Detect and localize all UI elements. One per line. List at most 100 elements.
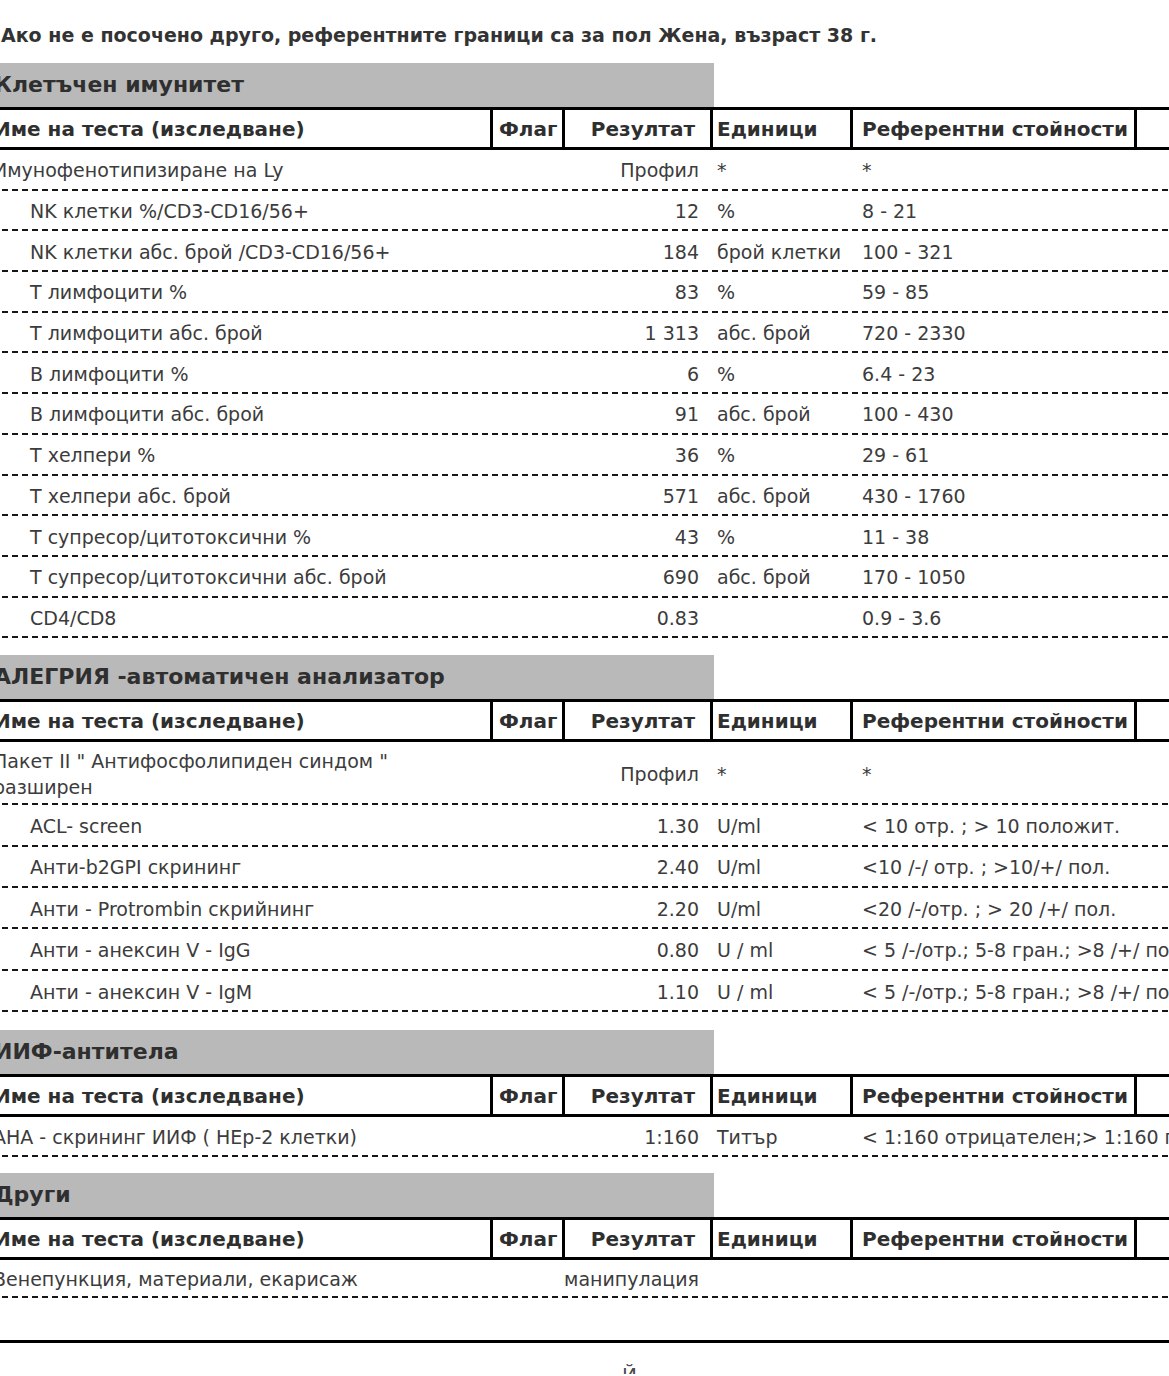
clipped-text-fragment: Й <box>622 1363 652 1374</box>
table-header-row: Име на теста (изследване) Флаг Резултат … <box>0 699 1169 742</box>
test-name-cell: АНА - скрининг ИИФ ( НЕр-2 клетки) <box>0 1124 493 1150</box>
units-cell: * <box>713 763 853 785</box>
result-cell: 1.30 <box>565 815 713 837</box>
result-cell: 1:160 <box>565 1126 713 1148</box>
test-name-cell: В лимфоцити абс. брой <box>0 401 493 427</box>
units-cell: % <box>713 200 853 222</box>
column-header-result: Резултат <box>565 110 713 147</box>
test-name-cell: NK клетки %/CD3-CD16/56+ <box>0 198 493 224</box>
table-row: В лимфоцити % 6 % 6.4 - 23 <box>0 353 1169 394</box>
units-cell: U/ml <box>713 856 853 878</box>
result-cell: Профил <box>565 763 713 785</box>
test-name-cell: Т хелпери % <box>0 442 493 468</box>
units-cell: абс. брой <box>713 566 853 588</box>
result-cell: 1 313 <box>565 322 713 344</box>
section-title-banner: Клетъчен имунитет <box>0 63 714 107</box>
test-name: Пакет II " Антифосфолипиден синдом " <box>0 748 388 774</box>
column-header-test-name: Име на теста (изследване) <box>0 1077 493 1114</box>
section-rows: АНА - скрининг ИИФ ( НЕр-2 клетки) 1:160… <box>0 1117 1169 1157</box>
result-cell: 184 <box>565 241 713 263</box>
table-header-row: Име на теста (изследване) Флаг Резултат … <box>0 1074 1169 1117</box>
result-cell: 0.83 <box>565 607 713 629</box>
result-cell: 0.80 <box>565 939 713 961</box>
reference-cell: 6.4 - 23 <box>853 363 1137 385</box>
result-cell: 2.40 <box>565 856 713 878</box>
result-section: Други Име на теста (изследване) Флаг Рез… <box>0 1173 1169 1298</box>
units-cell: % <box>713 281 853 303</box>
result-cell: 12 <box>565 200 713 222</box>
test-name: Анти - анексин V - IgM <box>30 979 252 1005</box>
report-sheet: Ако не е посочено друго, референтните гр… <box>0 0 1169 1343</box>
units-cell: * <box>713 159 853 181</box>
test-name-line2: разширен <box>0 774 93 800</box>
section-rows: Имунофенотипизиране на Ly Профил * * NK … <box>0 150 1169 638</box>
column-header-flag: Флаг <box>493 1220 565 1257</box>
section-rows: Венепункция, материали, екарисаж манипул… <box>0 1260 1169 1298</box>
reference-cell: 720 - 2330 <box>853 322 1137 344</box>
test-name-cell: Т лимфоцити % <box>0 279 493 305</box>
test-name: Т лимфоцити абс. брой <box>30 320 263 346</box>
result-cell: 36 <box>565 444 713 466</box>
units-cell: абс. брой <box>713 403 853 425</box>
column-header-extra <box>1137 1220 1169 1257</box>
reference-cell: <10 /-/ отр. ; >10/+/ пол. <box>853 856 1137 878</box>
column-header-flag: Флаг <box>493 110 565 147</box>
column-header-units: Единици <box>713 702 853 739</box>
table-header-row: Име на теста (изследване) Флаг Резултат … <box>0 1217 1169 1260</box>
table-row: Т хелпери абс. брой 571 абс. брой 430 - … <box>0 476 1169 517</box>
test-name-cell: CD4/CD8 <box>0 605 493 631</box>
result-section: Клетъчен имунитет Име на теста (изследва… <box>0 63 1169 638</box>
test-name: Имунофенотипизиране на Ly <box>0 157 284 183</box>
reference-cell: 170 - 1050 <box>853 566 1137 588</box>
units-cell: Титър <box>713 1126 853 1148</box>
test-name-cell: ACL- screen <box>0 813 493 839</box>
units-cell: U/ml <box>713 815 853 837</box>
reference-cell: < 10 отр. ; > 10 положит. <box>853 815 1137 837</box>
section-title-banner: АЛЕГРИЯ -автоматичен анализатор <box>0 655 714 699</box>
clipped-glyph: Й <box>622 1363 637 1374</box>
test-name: NK клетки %/CD3-CD16/56+ <box>30 198 309 224</box>
test-name: Анти-b2GPI скрининг <box>30 854 241 880</box>
test-name: Т супресор/цитотоксични % <box>30 524 311 550</box>
column-header-result: Резултат <box>565 1220 713 1257</box>
result-section: АЛЕГРИЯ -автоматичен анализатор Име на т… <box>0 655 1169 1012</box>
reference-cell: 29 - 61 <box>853 444 1137 466</box>
table-row: Т супресор/цитотоксични % 43 % 11 - 38 <box>0 516 1169 557</box>
reference-cell: < 5 /-/отр.; 5-8 гран.; >8 /+/ пол. <box>853 939 1137 961</box>
units-cell: % <box>713 526 853 548</box>
table-row: NK клетки абс. брой /CD3-CD16/56+ 184 бр… <box>0 231 1169 272</box>
test-name-cell: Имунофенотипизиране на Ly <box>0 157 493 183</box>
test-name: NK клетки абс. брой /CD3-CD16/56+ <box>30 239 390 265</box>
test-name: АНА - скрининг ИИФ ( НЕр-2 клетки) <box>0 1124 357 1150</box>
test-name-cell: Анти-b2GPI скрининг <box>0 854 493 880</box>
test-name-cell: В лимфоцити % <box>0 361 493 387</box>
test-name-cell: Венепункция, материали, екарисаж <box>0 1266 493 1292</box>
result-section: ИИФ-антитела Име на теста (изследване) Ф… <box>0 1030 1169 1157</box>
test-name: CD4/CD8 <box>30 605 116 631</box>
test-name: Т хелпери % <box>30 442 155 468</box>
test-name: Венепункция, материали, екарисаж <box>0 1266 358 1292</box>
units-cell: абс. брой <box>713 322 853 344</box>
lab-report-page: { "page": { "disclaimer": "Ако не е посо… <box>0 0 1169 1376</box>
result-cell: Профил <box>565 159 713 181</box>
result-cell: манипулация <box>565 1268 713 1290</box>
table-row: Имунофенотипизиране на Ly Профил * * <box>0 150 1169 191</box>
test-name-cell: Пакет II " Антифосфолипиден синдом " раз… <box>0 748 493 800</box>
test-name-cell: Т супресор/цитотоксични абс. брой <box>0 564 493 590</box>
reference-cell: 8 - 21 <box>853 200 1137 222</box>
column-header-test-name: Име на теста (изследване) <box>0 702 493 739</box>
table-row: CD4/CD8 0.83 0.9 - 3.6 <box>0 598 1169 639</box>
column-header-extra <box>1137 110 1169 147</box>
units-cell: U / ml <box>713 939 853 961</box>
reference-cell: 0.9 - 3.6 <box>853 607 1137 629</box>
column-header-reference-values: Референтни стойности <box>853 110 1137 147</box>
units-cell: % <box>713 363 853 385</box>
table-row: NK клетки %/CD3-CD16/56+ 12 % 8 - 21 <box>0 191 1169 232</box>
column-header-reference-values: Референтни стойности <box>853 1220 1137 1257</box>
test-name-cell: Т лимфоцити абс. брой <box>0 320 493 346</box>
column-header-flag: Флаг <box>493 702 565 739</box>
table-row: Анти-b2GPI скрининг 2.40 U/ml <10 /-/ от… <box>0 847 1169 888</box>
reference-cell: <20 /-/отр. ; > 20 /+/ пол. <box>853 898 1137 920</box>
column-header-result: Резултат <box>565 702 713 739</box>
column-header-result: Резултат <box>565 1077 713 1114</box>
